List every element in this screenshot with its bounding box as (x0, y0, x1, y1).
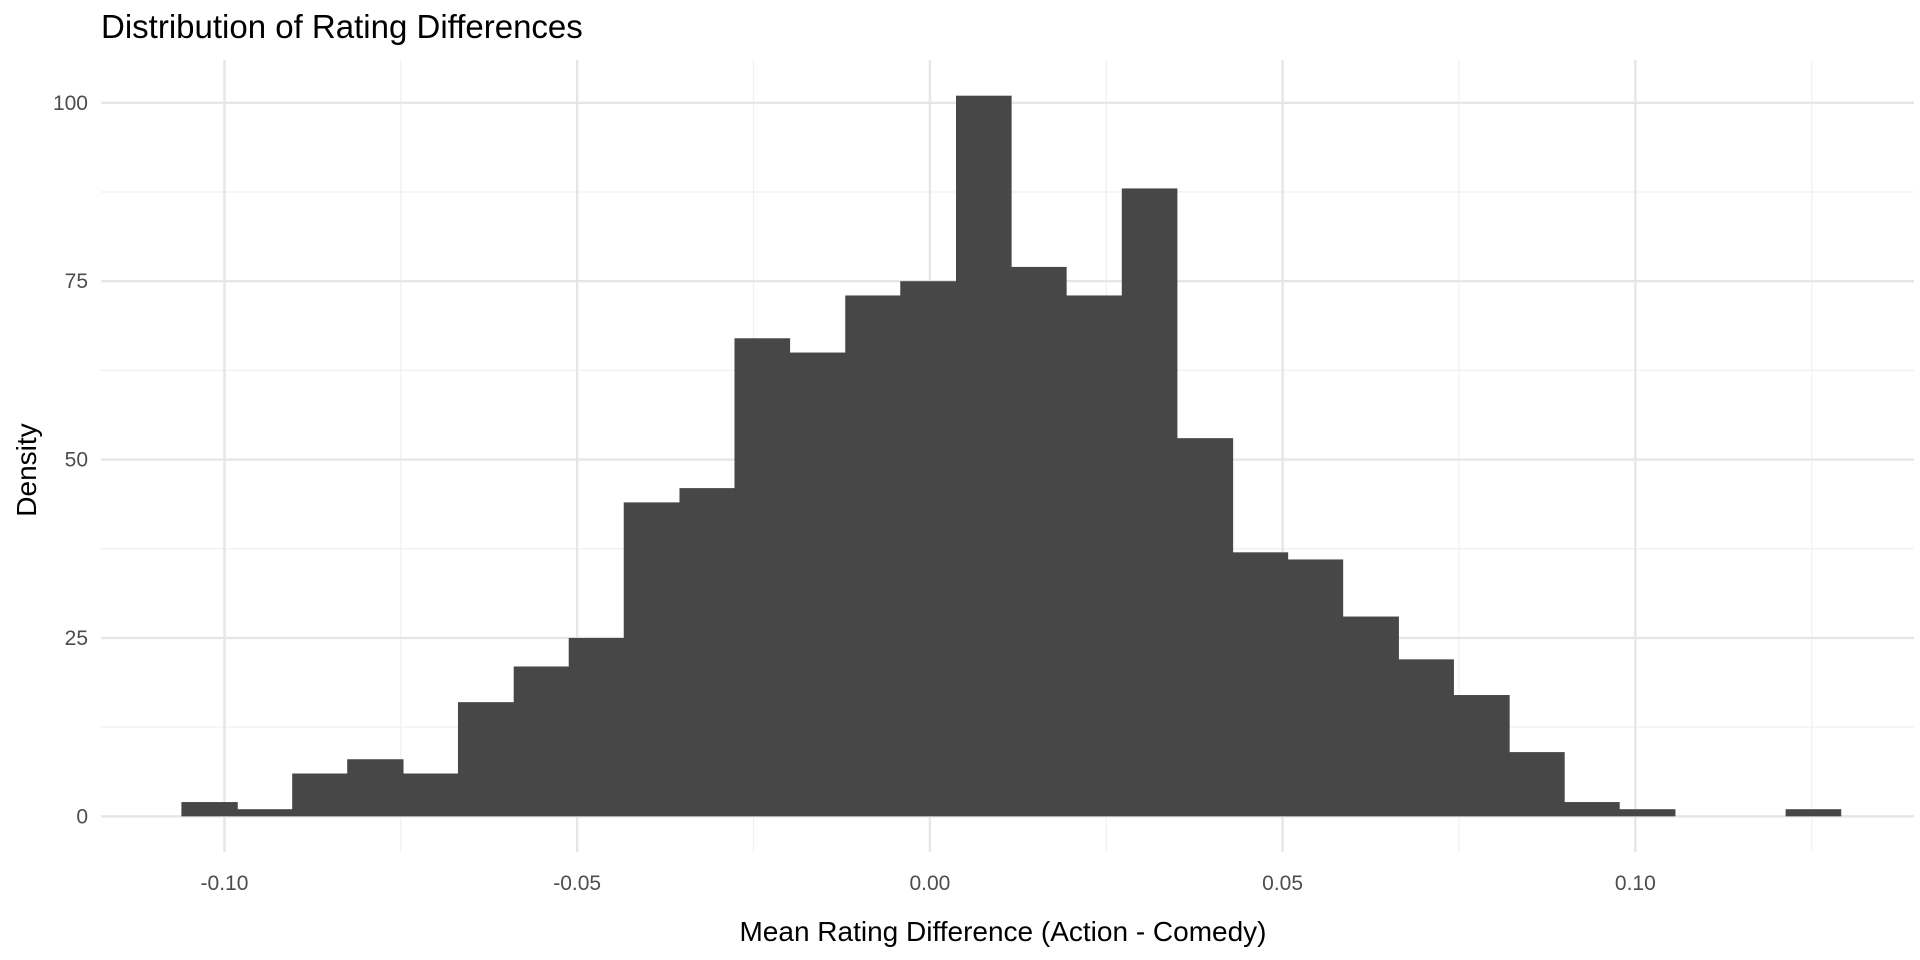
histogram-bar (623, 502, 681, 817)
histogram-bar (513, 666, 570, 817)
x-axis-tick-labels: -0.10 -0.05 0.00 0.05 0.10 (201, 872, 1656, 895)
histogram-bar (1121, 188, 1178, 817)
histogram-bar (181, 802, 238, 817)
histogram-bar (237, 809, 293, 817)
histogram-bar (900, 281, 957, 817)
histogram-bar (1398, 659, 1454, 817)
histogram-bar (956, 95, 1012, 817)
x-tick-label: -0.10 (201, 872, 249, 895)
x-tick-label: -0.05 (553, 872, 601, 895)
histogram-bars (181, 95, 1842, 817)
histogram-bar (1287, 559, 1344, 817)
histogram-bar (1509, 752, 1565, 817)
histogram-bar (1176, 438, 1234, 817)
x-axis-title: Mean Rating Difference (Action - Comedy) (739, 916, 1266, 947)
y-tick-label: 100 (53, 92, 88, 115)
y-tick-label: 0 (76, 805, 88, 828)
histogram-bar (1011, 266, 1067, 817)
histogram-bar (845, 295, 901, 817)
chart-title: Distribution of Rating Differences (101, 8, 583, 45)
histogram-bar (347, 759, 404, 817)
x-tick-label: 0.10 (1615, 872, 1656, 895)
histogram-bar (1066, 295, 1123, 817)
y-axis-title: Density (11, 423, 42, 516)
y-tick-label: 25 (65, 627, 88, 650)
histogram-bar (1232, 552, 1289, 817)
histogram-bar (734, 338, 791, 817)
x-tick-label: 0.05 (1262, 872, 1303, 895)
histogram-bar (292, 773, 348, 817)
histogram-bar (1453, 695, 1510, 817)
histogram-bar (1619, 809, 1676, 817)
y-axis-tick-labels: 0 25 50 75 100 (53, 92, 88, 829)
histogram-bar (789, 352, 846, 817)
histogram-bar (679, 488, 736, 817)
histogram-bar (457, 702, 515, 817)
histogram-bar (568, 637, 625, 817)
y-tick-label: 50 (65, 449, 88, 472)
y-tick-label: 75 (65, 270, 88, 293)
histogram-bar (402, 773, 459, 817)
histogram-bar (1785, 809, 1842, 817)
x-tick-label: 0.00 (909, 872, 950, 895)
histogram-bar (1342, 616, 1399, 817)
histogram-bar (1564, 802, 1620, 817)
